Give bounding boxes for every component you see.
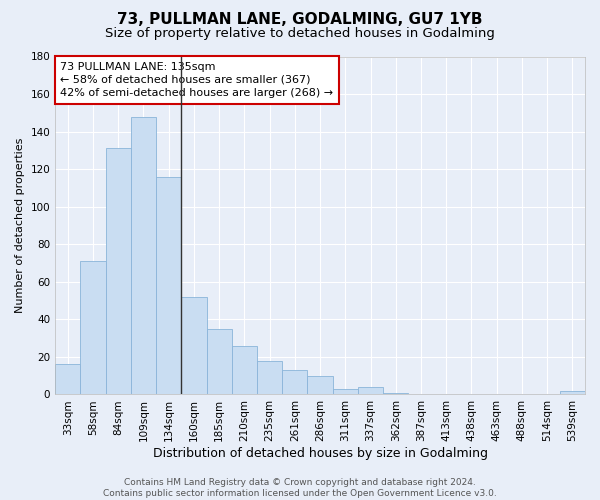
Bar xyxy=(257,360,282,394)
Bar xyxy=(156,176,181,394)
Bar xyxy=(383,392,409,394)
Bar xyxy=(560,390,585,394)
Text: 73, PULLMAN LANE, GODALMING, GU7 1YB: 73, PULLMAN LANE, GODALMING, GU7 1YB xyxy=(117,12,483,28)
Bar xyxy=(80,261,106,394)
Bar xyxy=(106,148,131,394)
Bar xyxy=(55,364,80,394)
Bar xyxy=(206,328,232,394)
Text: Size of property relative to detached houses in Godalming: Size of property relative to detached ho… xyxy=(105,28,495,40)
Bar xyxy=(358,387,383,394)
Bar xyxy=(282,370,307,394)
Bar xyxy=(332,389,358,394)
Text: Contains HM Land Registry data © Crown copyright and database right 2024.
Contai: Contains HM Land Registry data © Crown c… xyxy=(103,478,497,498)
Bar xyxy=(307,376,332,394)
X-axis label: Distribution of detached houses by size in Godalming: Distribution of detached houses by size … xyxy=(152,447,488,460)
Bar xyxy=(181,297,206,394)
Bar xyxy=(232,346,257,395)
Y-axis label: Number of detached properties: Number of detached properties xyxy=(15,138,25,313)
Bar xyxy=(131,116,156,394)
Text: 73 PULLMAN LANE: 135sqm
← 58% of detached houses are smaller (367)
42% of semi-d: 73 PULLMAN LANE: 135sqm ← 58% of detache… xyxy=(61,62,334,98)
